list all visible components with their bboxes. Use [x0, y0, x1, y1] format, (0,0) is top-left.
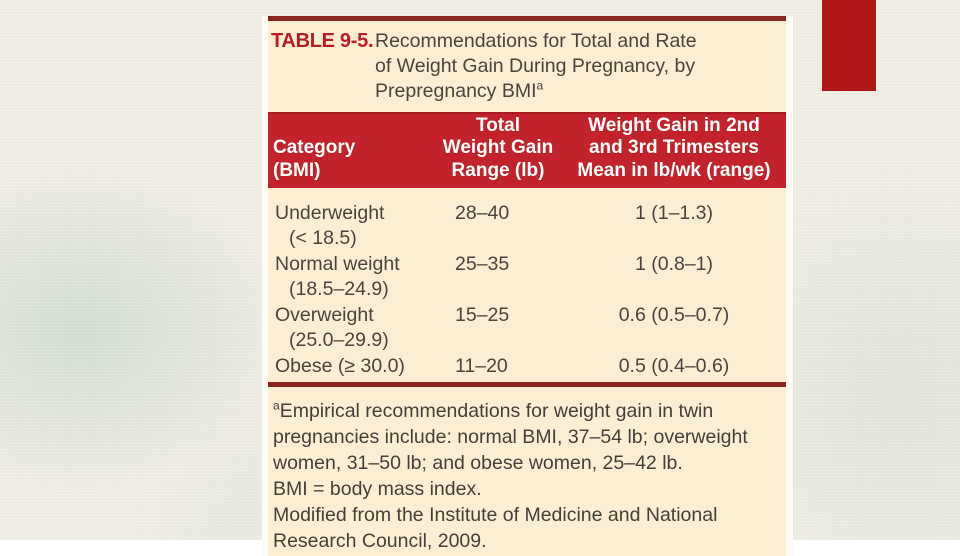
category-cell: Underweight (< 18.5) [268, 201, 430, 251]
mean-gain-cell: 0.6 (0.5–0.7) [618, 304, 730, 326]
total-gain-cell: 25–35 [455, 253, 510, 275]
category-name: Overweight [275, 304, 374, 326]
category-bmi-range: (< 18.5) [289, 227, 357, 249]
category-name: Normal weight [275, 253, 400, 275]
category-bmi-range: (25.0–29.9) [289, 329, 389, 351]
header-trimester-weight-gain: Weight Gain in 2nd and 3rd Trimesters Me… [577, 114, 771, 181]
table-title-superscript: a [536, 78, 544, 93]
category-cell: Normal weight (18.5–24.9) [268, 252, 430, 302]
category-name: Underweight [275, 202, 385, 224]
category-cell: Obese (≥ 30.0) [268, 354, 430, 379]
footnote-twin-text: Empirical recommendations for weight gai… [273, 400, 748, 474]
table-body: Underweight (< 18.5) 28–40 1 (1–1.3) Nor… [268, 188, 786, 382]
category-cell: Overweight (25.0–29.9) [268, 303, 430, 353]
table-number: TABLE 9-5. [271, 30, 374, 52]
top-rule [268, 16, 786, 21]
total-gain-cell: 28–40 [455, 202, 510, 224]
footnote-bmi-definition: BMI = body mass index. [273, 478, 482, 500]
table-header-row: Category (BMI) Total Weight Gain Range (… [268, 112, 786, 188]
footnotes: aEmpirical recommendations for weight ga… [268, 387, 786, 554]
table-row-overweight: Overweight (25.0–29.9) 15–25 0.6 (0.5–0.… [268, 303, 786, 353]
category-name: Obese (≥ 30.0) [275, 355, 405, 377]
footnote-superscript: a [273, 398, 280, 413]
table-row-underweight: Underweight (< 18.5) 28–40 1 (1–1.3) [268, 201, 786, 251]
mean-gain-cell: 0.5 (0.4–0.6) [618, 355, 730, 377]
total-gain-cell: 11–20 [455, 355, 508, 377]
footnote-twin-recommendations: aEmpirical recommendations for weight ga… [273, 398, 778, 476]
table-title: TABLE 9-5. Recommendations for Total and… [268, 21, 786, 112]
category-bmi-range: (18.5–24.9) [289, 278, 389, 300]
footnote-source: Modified from the Institute of Medicine … [273, 504, 718, 552]
table-row-obese: Obese (≥ 30.0) 11–20 0.5 (0.4–0.6) [268, 354, 786, 379]
table-title-main: Recommendations for Total and Rate of We… [375, 30, 697, 102]
mean-gain-cell: 1 (1–1.3) [634, 202, 714, 224]
header-category-bmi: Category (BMI) [273, 137, 356, 181]
header-total-weight-gain: Total Weight Gain Range (lb) [442, 114, 554, 181]
table-figure: TABLE 9-5. Recommendations for Total and… [262, 16, 793, 556]
accent-rectangle [822, 0, 876, 91]
total-gain-cell: 15–25 [455, 304, 510, 326]
footnote-divider-rule [268, 382, 786, 387]
mean-gain-cell: 1 (0.8–1) [634, 253, 714, 275]
table-title-text: Recommendations for Total and Rate of We… [375, 29, 697, 112]
table-row-normal-weight: Normal weight (18.5–24.9) 25–35 1 (0.8–1… [268, 252, 786, 302]
